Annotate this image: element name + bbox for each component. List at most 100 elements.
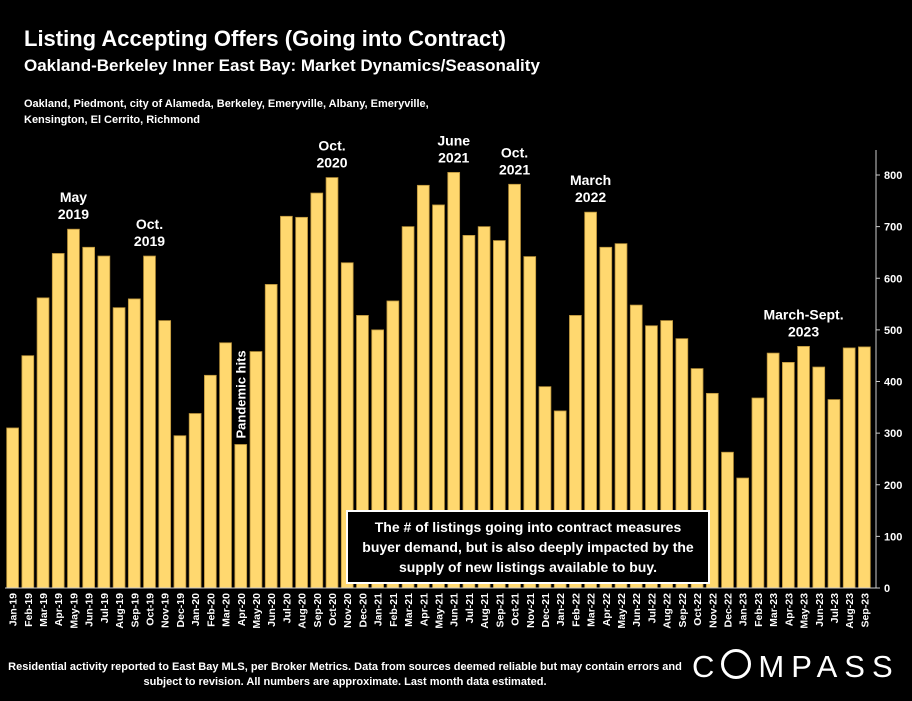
logo-letter-c: C (692, 649, 722, 684)
x-tick-label: Jan-20 (190, 593, 202, 626)
x-tick-label: Jun-22 (631, 593, 643, 627)
y-tick-label: 400 (884, 377, 902, 389)
x-tick-label: Nov-19 (160, 593, 172, 628)
bar-sep-20 (310, 192, 324, 589)
x-tick-label: Feb-23 (753, 593, 765, 627)
x-tick-label: Mar-20 (221, 593, 233, 627)
bar-jan-20 (188, 413, 202, 589)
annotation-line: 2023 (788, 323, 819, 339)
x-tick-label: May-23 (799, 593, 811, 629)
annotation-march-sept-2023: March-Sept. 2023 (763, 306, 843, 339)
bar-oct-19 (143, 255, 156, 589)
annotation-line: May (60, 189, 87, 205)
x-tick-label: Jul-23 (829, 593, 841, 624)
bar-dec-22 (721, 451, 734, 589)
x-tick-label: Jul-20 (281, 593, 293, 624)
x-tick-label: Sep-19 (129, 593, 141, 628)
y-tick-label: 100 (884, 531, 902, 543)
x-tick-label: Jul-21 (464, 593, 476, 624)
bar-mar-23 (766, 352, 780, 589)
bar-jul-19 (97, 255, 111, 589)
annotation-line: 2020 (316, 155, 347, 171)
y-tick-label: 800 (884, 170, 902, 182)
x-tick-label: Aug-19 (114, 593, 126, 629)
y-tick-label: 200 (884, 480, 902, 492)
logo-letters: MPASS (758, 649, 900, 684)
logo-o-ring (721, 649, 752, 679)
bar-aug-19 (112, 307, 126, 589)
x-tick-label: Mar-22 (586, 593, 598, 627)
y-tick-label: 700 (884, 222, 902, 234)
annotation-line: 2019 (58, 206, 89, 222)
annotation-pandemic-hits: Pandemic hits (234, 350, 249, 438)
x-tick-label: Jun-19 (84, 593, 96, 627)
x-tick-label: Jun-20 (266, 593, 278, 627)
x-tick-label: Dec-20 (357, 593, 369, 628)
bar-jan-19 (6, 427, 19, 589)
x-tick-label: Apr-23 (783, 593, 795, 626)
annotation-oct-2020: Oct. 2020 (316, 138, 347, 171)
x-tick-label: Apr-19 (53, 593, 65, 626)
bar-jul-23 (827, 399, 841, 589)
y-tick-label: 300 (884, 428, 902, 440)
x-tick-label: Sep-23 (859, 593, 871, 628)
bar-oct-20 (325, 177, 339, 589)
x-tick-label: Oct-20 (327, 593, 339, 626)
annotation-oct-2019: Oct. 2019 (134, 216, 165, 249)
x-tick-label: Oct-22 (692, 593, 704, 626)
x-tick-label: Feb-19 (23, 593, 35, 627)
x-tick-label: Nov-21 (525, 593, 537, 628)
annotation-line: June (437, 132, 470, 148)
x-tick-label: Aug-23 (844, 593, 856, 629)
y-tick-label: 500 (884, 325, 902, 337)
bar-may-23 (797, 345, 810, 589)
y-tick-label: 600 (884, 273, 902, 285)
x-tick-label: Nov-20 (342, 593, 354, 628)
annotation-line: Oct. (136, 216, 163, 232)
x-tick-label: Jul-22 (646, 593, 658, 624)
x-tick-label: Apr-20 (236, 593, 248, 626)
annotation-line: 2021 (499, 161, 530, 177)
y-axis: 0 100 200 300 400 500 600 700 800 (875, 150, 902, 595)
x-tick-label: Mar-21 (403, 593, 415, 627)
annotation-line: Oct. (501, 144, 528, 160)
x-tick-label: May-21 (434, 593, 446, 629)
x-tick-label: Jan-23 (738, 593, 750, 626)
bar-nov-19 (158, 320, 172, 589)
x-tick-label: Dec-19 (175, 593, 187, 628)
x-tick-label: Oct-21 (510, 593, 522, 626)
bar-may-20 (249, 351, 263, 589)
x-tick-label: May-19 (68, 593, 80, 629)
bar-aug-23 (842, 347, 856, 589)
x-tick-label: Jan-19 (8, 593, 20, 626)
x-tick-label: Mar-19 (38, 593, 50, 627)
x-tick-label: Dec-21 (540, 593, 552, 628)
x-tick-label: Jan-21 (373, 593, 385, 626)
y-tick-label: 0 (884, 583, 890, 595)
bar-jun-20 (264, 284, 278, 589)
x-tick-label: Feb-20 (205, 593, 217, 627)
x-tick-label: May-20 (251, 593, 263, 629)
bar-sep-23 (858, 346, 871, 589)
bar-jul-20 (280, 215, 293, 589)
bar-mar-19 (36, 297, 50, 589)
bar-apr-23 (782, 361, 795, 589)
footnote: Residential activity reported to East Ba… (8, 661, 682, 688)
bar-jan-23 (736, 477, 750, 589)
bar-jun-23 (812, 366, 826, 589)
x-tick-label: Apr-22 (601, 593, 613, 626)
x-tick-label: Jan-22 (555, 593, 567, 626)
bar-aug-20 (295, 216, 308, 589)
bar-feb-23 (751, 397, 765, 589)
cities-list: Oakland, Piedmont, city of Alameda, Berk… (24, 98, 429, 126)
x-tick-label: Apr-21 (418, 593, 430, 626)
bar-sep-19 (127, 298, 141, 589)
x-tick-label: Jul-19 (99, 593, 111, 624)
annotation-oct-2021: Oct. 2021 (499, 144, 530, 177)
x-tick-label: Sep-22 (677, 593, 689, 628)
x-tick-label: Mar-23 (768, 593, 780, 627)
annotation-march-2022: March 2022 (570, 172, 611, 205)
bar-dec-19 (173, 435, 187, 589)
